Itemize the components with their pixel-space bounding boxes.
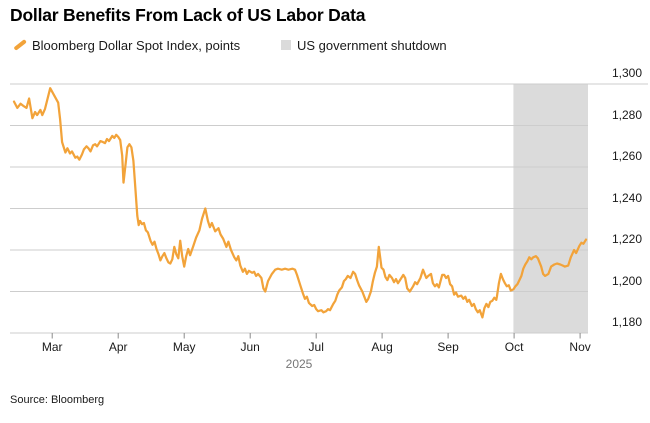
x-axis-label: Oct bbox=[504, 340, 524, 354]
y-axis-label: 1,220 bbox=[611, 232, 642, 246]
x-axis-label: Mar bbox=[41, 340, 63, 354]
y-axis-label: 1,200 bbox=[611, 273, 642, 288]
y-axis-label: 1,300 bbox=[611, 66, 642, 80]
y-axis-label: 1,260 bbox=[611, 149, 642, 163]
x-axis-year-label: 2025 bbox=[285, 357, 313, 371]
y-axis-label: 1,280 bbox=[611, 107, 642, 122]
chart-legend: Bloomberg Dollar Spot Index, points US g… bbox=[0, 36, 650, 54]
x-axis-label: Jul bbox=[308, 340, 324, 354]
y-axis-label: 1,240 bbox=[611, 190, 642, 205]
band-swatch-icon bbox=[281, 40, 291, 50]
x-axis-label: Nov bbox=[569, 340, 591, 354]
legend-series-label: Bloomberg Dollar Spot Index, points bbox=[32, 37, 241, 53]
legend-item-shutdown: US government shutdown bbox=[281, 36, 447, 54]
x-axis-label: Jun bbox=[240, 340, 260, 354]
y-axis-label: 1,180 bbox=[611, 315, 642, 329]
legend-band-label: US government shutdown bbox=[297, 37, 447, 53]
x-axis-label: Apr bbox=[108, 340, 128, 354]
x-axis-label: May bbox=[172, 340, 196, 354]
x-axis-label: Aug bbox=[371, 340, 393, 354]
x-axis-label: Sep bbox=[437, 340, 459, 354]
source-note: Source: Bloomberg bbox=[10, 394, 105, 406]
index-line-series bbox=[12, 87, 588, 319]
legend-item-index: Bloomberg Dollar Spot Index, points bbox=[13, 36, 240, 54]
chart-title: Dollar Benefits From Lack of US Labor Da… bbox=[10, 5, 366, 25]
